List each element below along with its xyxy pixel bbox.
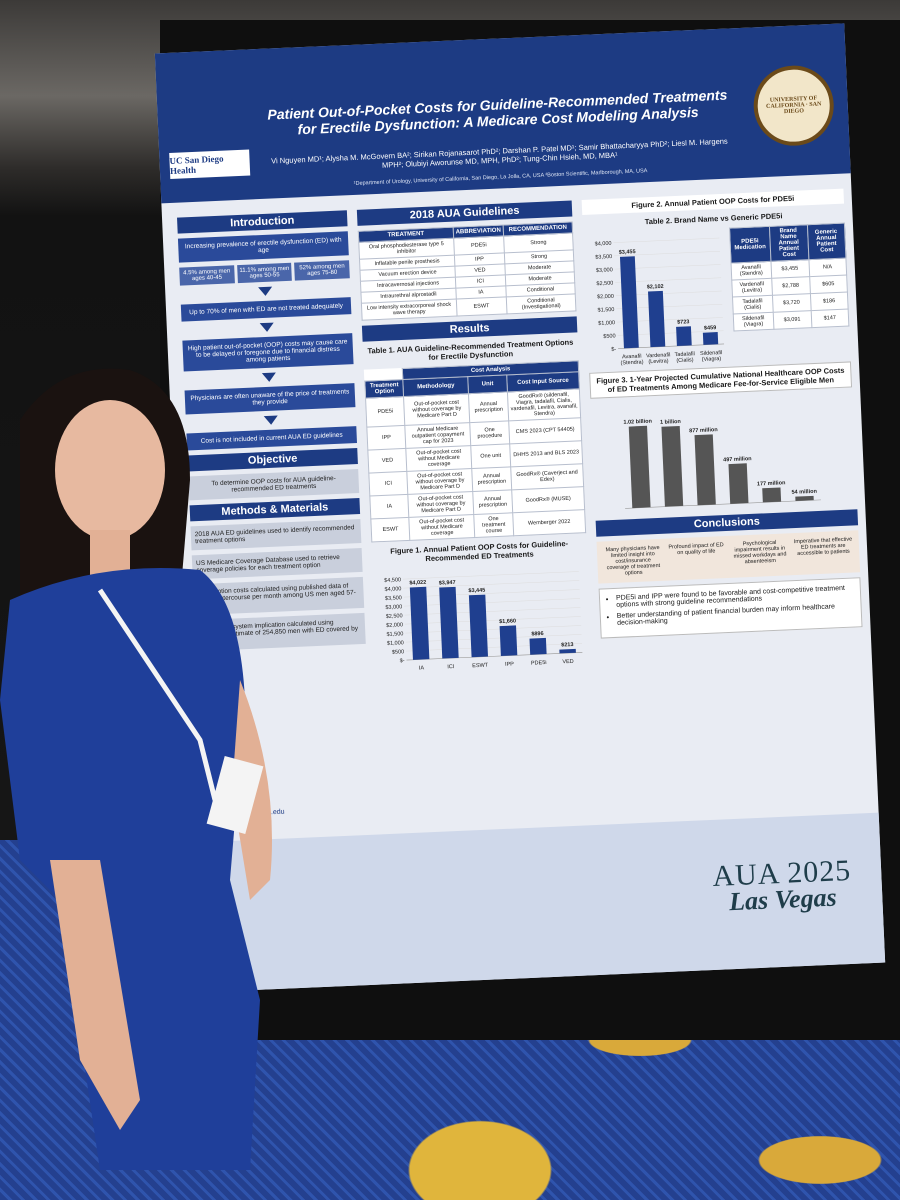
- lanyard: [97, 588, 218, 801]
- value-label: $2,102: [647, 284, 664, 291]
- face: [55, 400, 165, 540]
- middle-column: 2018 AUA Guidelines TREATMENT ABBREVIATION…: [356, 200, 592, 673]
- y-tick-label: $3,500: [385, 595, 402, 602]
- grid-line: [404, 607, 581, 616]
- y-tick-label: $3,000: [596, 267, 613, 274]
- value-label: 1.02 billion: [623, 419, 652, 426]
- bar: [694, 434, 716, 506]
- grid-line: [403, 580, 580, 589]
- bar: [795, 495, 814, 501]
- dress: [0, 568, 260, 1170]
- bar: [661, 425, 684, 507]
- y-tick-label: $2,000: [597, 294, 614, 301]
- figure-row: $- $500 $1,000 $1,500 $2,000 $2,500 $3,000 $3,5…: [583, 222, 851, 368]
- chart: $- $500 $1,000 $1,500 $2,000 $2,500 $3,000 $3,5…: [373, 561, 592, 673]
- bar: [702, 332, 719, 345]
- bar: [728, 463, 749, 504]
- chart-svg: $- $500 $1,000 $1,500 $2,000 $2,500 $3,000 $3,5…: [384, 571, 583, 664]
- grid-line: [404, 598, 581, 607]
- y-tick-label: $4,000: [384, 586, 401, 593]
- bar: [648, 290, 666, 348]
- value-label: 497 million: [723, 456, 752, 463]
- grid-line: [614, 251, 721, 257]
- y-tick-label: $1,000: [387, 640, 404, 647]
- value-label: $4,022: [409, 580, 426, 587]
- y-tick-label: $4,000: [595, 241, 612, 248]
- arm: [50, 860, 140, 1130]
- value-label: 177 million: [757, 480, 786, 487]
- bar: [628, 425, 651, 509]
- value-label: $3,455: [619, 249, 636, 256]
- y-tick-label: $2,500: [386, 613, 403, 620]
- chart-svg: 1.02 billion 1 billion 877 million 497 mill…: [623, 419, 821, 509]
- y-tick-label: $1,000: [598, 320, 615, 327]
- x-axis: [406, 652, 583, 661]
- grid-line: [404, 616, 581, 625]
- bar: [468, 594, 488, 658]
- badge-card: [206, 756, 264, 834]
- value-label: $213: [561, 642, 574, 649]
- grid-line: [402, 571, 579, 580]
- value-label: $1,660: [499, 618, 516, 625]
- chart: 1.02 billion 1 billion 877 million 497 mill…: [591, 392, 858, 515]
- chart-svg: $- $500 $1,000 $1,500 $2,000 $2,500 $3,000 $3,5…: [595, 237, 725, 353]
- y-tick-label: $2,000: [386, 622, 403, 629]
- grid-line: [406, 643, 582, 652]
- bar: [499, 625, 518, 656]
- x-axis: [625, 499, 821, 509]
- y-tick-label: $500: [392, 649, 405, 656]
- value-label: $723: [677, 319, 690, 326]
- bar: [559, 648, 576, 654]
- bar: [619, 256, 639, 349]
- bar: [529, 637, 547, 655]
- bar: [676, 326, 692, 347]
- y-tick-label: $3,000: [385, 604, 402, 611]
- value-label: $896: [531, 631, 544, 638]
- y-tick-label: $500: [603, 333, 616, 340]
- grid-line: [403, 589, 580, 598]
- y-tick-label: $2,500: [596, 280, 613, 287]
- grid-line: [405, 634, 582, 643]
- value-label: $459: [704, 325, 717, 332]
- y-tick-label: $-: [611, 347, 616, 353]
- y-tick-label: $1,500: [386, 631, 403, 638]
- value-label: 877 million: [689, 427, 718, 434]
- chart: $- $500 $1,000 $1,500 $2,000 $2,500 $3,000 $3,5…: [583, 228, 729, 368]
- grid-line: [405, 625, 582, 634]
- bar: [409, 586, 430, 660]
- poster: UC San Diego Health UNIVERSITY OF CALIFO…: [154, 23, 886, 993]
- bar: [439, 586, 459, 659]
- right-column: Figure 2. Annual Patient OOP Costs for P…: [581, 188, 863, 639]
- y-tick-label: $3,500: [595, 254, 612, 261]
- grid-line: [613, 237, 720, 243]
- value-label: $3,445: [468, 588, 485, 595]
- value-label: $3,947: [439, 580, 456, 587]
- value-label: 1 billion: [660, 419, 682, 426]
- y-tick-label: $1,500: [598, 307, 615, 314]
- value-label: 54 million: [791, 489, 817, 496]
- y-tick-label: $-: [400, 658, 405, 664]
- y-tick-label: $4,500: [384, 577, 401, 584]
- bar: [762, 487, 782, 503]
